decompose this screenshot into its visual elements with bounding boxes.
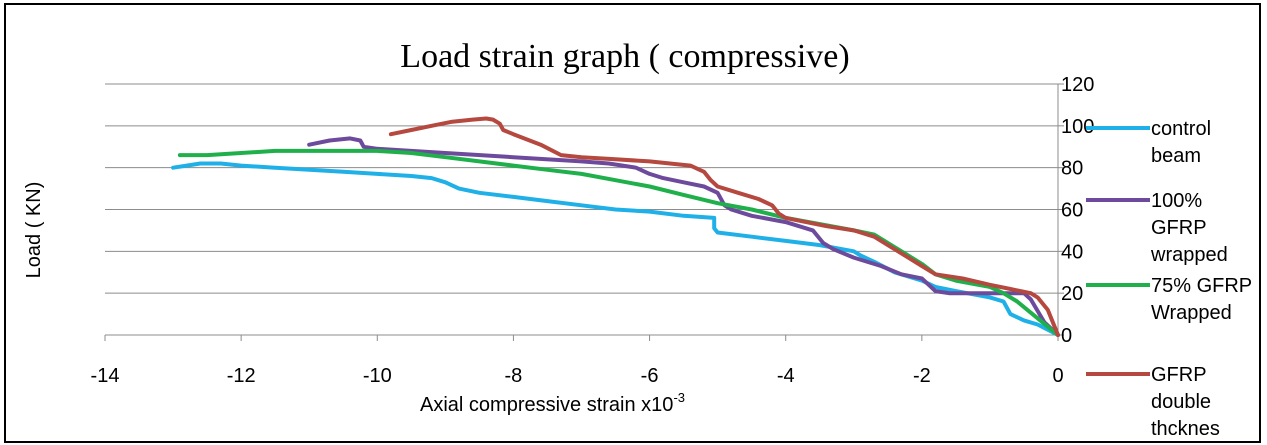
legend-label: wrapped [1150,244,1228,266]
y-tick-label: 20 [1061,283,1083,305]
legend-item-3: 75% GFRP Wrapped [1086,275,1252,324]
legend-label: control [1151,118,1211,140]
y-tick-label: 120 [1061,74,1094,96]
x-tick-labels: -14 -12 -10 -8 -6 -4 -2 0 [91,365,1064,387]
chart-frame [4,3,1261,443]
y-tick-label: 80 [1061,158,1083,180]
x-tick-label: -14 [91,365,120,387]
y-tick-label: 100 [1061,116,1094,138]
x-tick-label: 0 [1052,365,1063,387]
legend-label: thcknes [1151,418,1220,440]
x-axis-label: Axial compressive strain x10-3 [420,390,685,416]
series-line-2 [307,136,1060,337]
x-tick-label: -4 [777,365,795,387]
x-tick-label: -2 [913,365,931,387]
legend-label: 100% [1151,190,1202,212]
legend-label: beam [1151,145,1201,167]
y-axis-label: Load ( KN) [23,182,45,279]
x-tick-label: -6 [641,365,659,387]
legend: control beam 100% GFRP wrapped 75% GFRP Wrappe… [1086,118,1252,440]
legend-label: GFRP [1151,217,1207,239]
series-lines [171,116,1060,337]
chart-title: Load strain graph ( compressive) [400,38,849,75]
legend-label: GFRP [1151,364,1207,386]
series-line-4 [388,116,1060,337]
series-line-1 [171,161,1060,337]
x-tick-label: -12 [227,365,256,387]
y-tick-label: 40 [1061,241,1083,263]
legend-item-2: 100% GFRP wrapped [1086,190,1228,266]
legend-item-1: control beam [1086,118,1211,167]
legend-label: double [1151,391,1211,413]
legend-label: 75% GFRP [1151,275,1252,297]
y-tick-label: 0 [1061,325,1072,347]
x-axis-label-text: Axial compressive strain x10 [420,394,673,416]
x-tick-label: -8 [505,365,523,387]
x-tick-label: -10 [363,365,392,387]
series-line-3 [177,148,1060,337]
legend-item-4: GFRP double thcknes [1086,364,1220,440]
legend-label: Wrapped [1151,302,1232,324]
y-tick-labels: 0 20 40 60 80 100 120 [1061,74,1094,347]
y-tick-label: 60 [1061,200,1083,222]
x-axis-label-exponent: -3 [673,390,685,405]
axes [104,83,1064,341]
